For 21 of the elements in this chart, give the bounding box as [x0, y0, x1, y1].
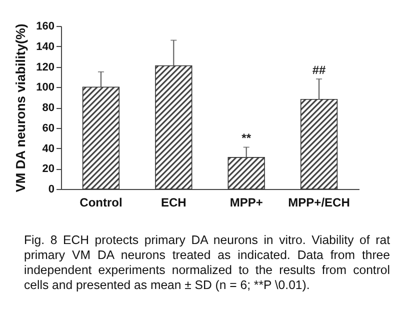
annotation: **: [242, 131, 252, 146]
bar: [155, 65, 192, 190]
bar: [300, 98, 338, 190]
bar: [82, 86, 120, 190]
x-tick-label: MPP+/ECH: [288, 196, 350, 210]
y-tick-label: 160: [36, 20, 54, 32]
annotation: ##: [312, 62, 326, 77]
x-tick-label: Control: [80, 196, 122, 210]
y-tick-label: 40: [42, 142, 54, 155]
x-tick-label: ECH: [160, 196, 186, 210]
y-tick-label: 60: [42, 122, 54, 134]
y-tick-label: 100: [36, 82, 54, 94]
y-axis-title: VM DA neurons viability(%): [13, 24, 28, 192]
caption: Fig. 8 ECH protects primary DA neurons in vitro. Viability of rat primary VM DA neurons treated as indicated. Data from three independent experiments normalized to the results from control cells and presented as mean ± SD (n = 6; **P \0.01).: [24, 233, 390, 293]
y-tick-label: 0: [48, 184, 54, 196]
bar: [228, 157, 265, 190]
x-tick-label: MPP+: [230, 196, 263, 210]
y-tick-label: 80: [42, 102, 54, 114]
y-tick-label: 120: [36, 61, 54, 74]
y-tick-label: 20: [42, 163, 54, 176]
y-tick-label: 140: [36, 40, 54, 53]
